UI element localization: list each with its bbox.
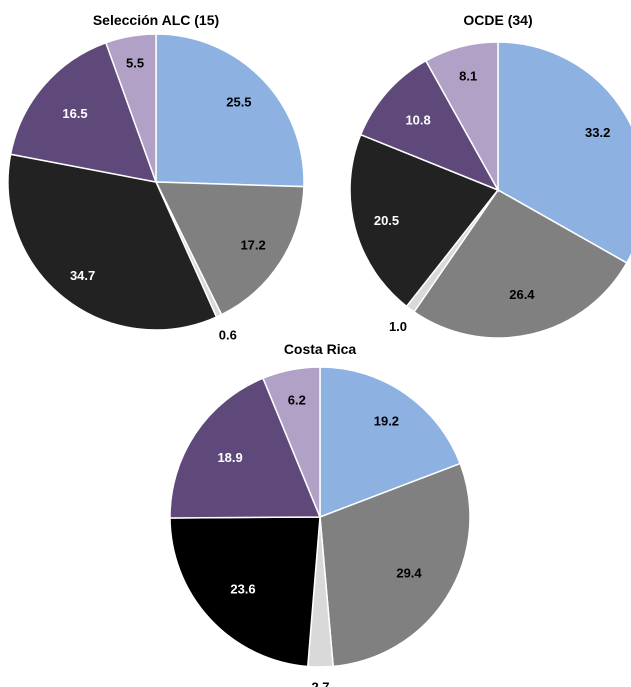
data-label: 23.6	[230, 581, 255, 596]
pie-slice	[169, 377, 322, 519]
data-label: 20.5	[374, 213, 399, 228]
chart-title: Costa Rica	[284, 341, 357, 357]
data-label: 0.6	[219, 328, 237, 343]
pie-slice	[7, 153, 218, 331]
pie-slice	[9, 41, 158, 183]
pie-slice	[155, 33, 305, 188]
pie-slice	[359, 59, 500, 192]
pie-slice	[349, 133, 500, 308]
data-label: 1.0	[389, 319, 407, 334]
data-label: 19.2	[374, 414, 399, 429]
data-label: 16.5	[62, 106, 87, 121]
pie-slice	[262, 366, 321, 518]
pie-slice	[412, 189, 628, 339]
data-label: 5.5	[126, 55, 144, 70]
pie-chart-ocde: OCDE (34) 33.2 26.4 1.0 20.5 10.8 8.1	[349, 12, 631, 339]
pie-slice	[319, 462, 471, 668]
pie-slice	[319, 366, 462, 519]
data-label: 10.8	[405, 113, 430, 128]
data-label: 34.7	[70, 268, 95, 283]
data-label: 29.4	[396, 566, 422, 581]
data-label: 17.2	[240, 238, 265, 253]
pie-slice	[497, 41, 631, 264]
pie-slice	[169, 516, 321, 668]
chart-title: Selección ALC (15)	[93, 12, 219, 28]
chart-title: OCDE (34)	[463, 12, 532, 28]
pie-slice	[154, 181, 305, 316]
pie-chart-seleccion-alc: Selección ALC (15) 25.5 17.2 0.6 34.7 16.5 5.…	[7, 12, 305, 343]
data-label: 18.9	[217, 450, 242, 465]
data-label: 6.2	[288, 392, 306, 407]
data-label: 2.7	[311, 680, 329, 687]
pie-chart-costa-rica: Costa Rica 19.2 29.4 2.7 23.6 18.9 6.2	[169, 341, 471, 687]
pie-slice	[104, 33, 157, 183]
data-label: 8.1	[459, 68, 477, 83]
data-label: 26.4	[509, 287, 535, 302]
data-label: 25.5	[226, 95, 251, 110]
data-label: 33.2	[585, 125, 610, 140]
pie-slice	[424, 41, 499, 193]
